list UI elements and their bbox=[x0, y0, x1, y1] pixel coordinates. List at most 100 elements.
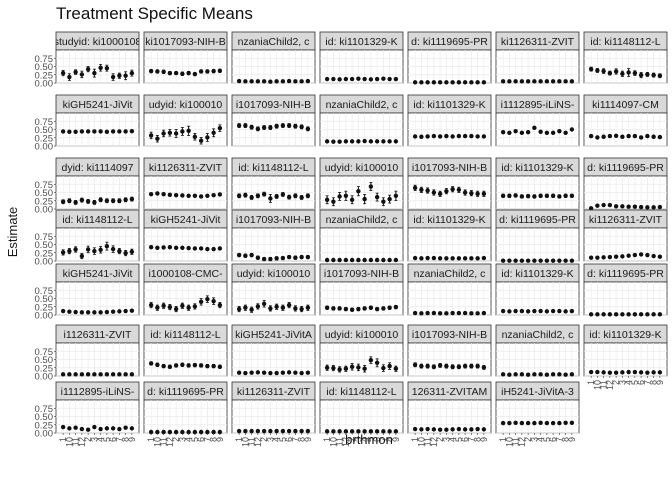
data-point bbox=[362, 429, 367, 434]
data-point bbox=[110, 129, 116, 134]
data-point bbox=[374, 429, 380, 434]
data-point bbox=[349, 76, 355, 82]
data-point bbox=[462, 310, 468, 316]
data-point bbox=[155, 362, 160, 367]
data-point bbox=[129, 128, 135, 134]
facet-strip-label: d: ki1119695-PR bbox=[147, 386, 224, 398]
x-tick-label: 3 bbox=[353, 437, 363, 442]
data-point bbox=[85, 310, 91, 315]
data-point bbox=[331, 306, 336, 311]
x-tick-label: 3 bbox=[529, 437, 539, 442]
data-point bbox=[286, 428, 292, 434]
data-point bbox=[148, 191, 154, 197]
y-tick-label: 0.50 bbox=[35, 188, 54, 199]
data-point bbox=[167, 192, 173, 198]
data-point bbox=[620, 254, 625, 259]
data-point bbox=[356, 257, 361, 263]
data-point bbox=[211, 68, 216, 74]
facet-strip-label: kiGH5241-JiVit bbox=[63, 99, 133, 111]
data-point bbox=[550, 372, 556, 377]
y-tick-label: 0.75 bbox=[35, 54, 54, 65]
y-tick-label: 0.75 bbox=[35, 286, 54, 297]
data-point bbox=[85, 372, 91, 377]
data-point bbox=[444, 256, 449, 261]
data-point bbox=[343, 306, 349, 312]
data-point bbox=[205, 363, 210, 369]
x-tick-label: 10 bbox=[592, 380, 602, 390]
data-point bbox=[104, 65, 110, 71]
data-point bbox=[638, 204, 644, 210]
facet-strip-label: nzaniaChild2, c bbox=[414, 268, 486, 280]
data-point bbox=[519, 194, 525, 199]
data-point bbox=[595, 312, 600, 317]
facet-strip-label: udyid: ki100010 bbox=[325, 329, 399, 341]
data-point bbox=[211, 130, 216, 135]
data-point bbox=[211, 192, 216, 198]
data-point bbox=[268, 79, 273, 84]
data-point bbox=[186, 193, 191, 198]
data-point bbox=[368, 184, 374, 189]
data-point bbox=[387, 196, 392, 202]
data-point bbox=[148, 244, 154, 250]
data-point bbox=[469, 133, 474, 139]
data-point bbox=[393, 193, 399, 198]
data-point bbox=[425, 80, 430, 85]
data-point bbox=[393, 429, 399, 434]
data-point bbox=[180, 129, 185, 134]
data-point bbox=[437, 134, 443, 139]
x-tick-label: 11 bbox=[599, 380, 609, 389]
data-point bbox=[198, 138, 204, 143]
data-point bbox=[437, 311, 443, 316]
data-point bbox=[85, 129, 91, 134]
data-point bbox=[186, 363, 191, 368]
x-tick-label: 9 bbox=[655, 380, 665, 385]
data-point bbox=[368, 429, 374, 434]
data-point bbox=[462, 133, 468, 139]
facet-strip-label: id: ki1101329-K bbox=[501, 268, 573, 280]
data-point bbox=[412, 310, 418, 316]
data-point bbox=[450, 187, 455, 192]
data-point bbox=[645, 252, 650, 258]
data-point bbox=[544, 372, 550, 377]
facet-strip-label: id: ki1101329-K bbox=[589, 329, 661, 341]
data-point bbox=[381, 76, 386, 81]
data-point bbox=[437, 191, 443, 197]
data-point bbox=[645, 370, 650, 375]
data-point bbox=[450, 427, 455, 432]
data-point bbox=[337, 139, 342, 144]
data-point bbox=[437, 256, 443, 261]
data-point bbox=[98, 426, 103, 432]
data-point bbox=[123, 250, 128, 256]
facet-strip-label: ki1126311-ZVIT bbox=[589, 214, 663, 226]
data-point bbox=[481, 255, 487, 261]
data-point bbox=[92, 129, 97, 134]
chart-title: Treatment Specific Means bbox=[56, 4, 253, 23]
data-point bbox=[249, 195, 254, 200]
data-point bbox=[236, 306, 242, 312]
data-point bbox=[425, 363, 430, 369]
data-point bbox=[67, 426, 72, 431]
data-point bbox=[525, 193, 531, 199]
data-point bbox=[356, 365, 361, 370]
data-point bbox=[456, 187, 462, 193]
data-point bbox=[444, 188, 449, 194]
data-point bbox=[249, 370, 254, 375]
data-point bbox=[299, 79, 304, 84]
x-tick-label: 7 bbox=[642, 380, 652, 385]
data-point bbox=[645, 312, 650, 317]
x-tick-label: 12 bbox=[253, 437, 263, 447]
data-point bbox=[569, 127, 575, 132]
data-point bbox=[274, 256, 279, 261]
data-point bbox=[462, 190, 468, 195]
data-point bbox=[331, 365, 336, 371]
data-point bbox=[538, 193, 543, 198]
data-point bbox=[60, 199, 66, 204]
facet-strip-label: nzaniaChild2, c bbox=[502, 329, 574, 341]
data-point bbox=[299, 370, 304, 376]
data-point bbox=[607, 133, 613, 139]
data-point bbox=[532, 125, 537, 131]
facet-strip-label: id: ki1101329-K bbox=[413, 214, 485, 226]
x-tick-label: 11 bbox=[247, 437, 257, 446]
x-tick-label: 1 bbox=[322, 437, 332, 442]
data-point bbox=[173, 429, 179, 435]
